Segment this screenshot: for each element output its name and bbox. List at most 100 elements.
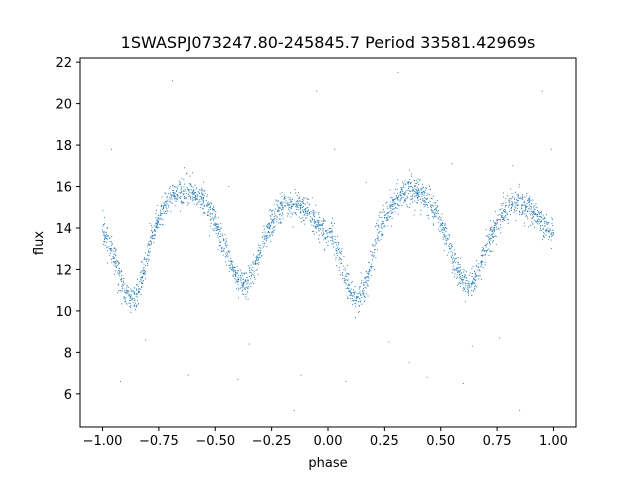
- data-point: [351, 297, 353, 300]
- data-point: [303, 219, 305, 221]
- data-point: [450, 244, 452, 246]
- data-point: [419, 180, 421, 182]
- data-point: [326, 230, 328, 232]
- data-point: [145, 252, 147, 254]
- data-point: [529, 196, 531, 198]
- data-point: [136, 300, 139, 302]
- data-point: [481, 263, 483, 266]
- data-point: [296, 194, 298, 196]
- data-point: [242, 293, 244, 295]
- data-point: [470, 283, 472, 285]
- data-point: [203, 204, 205, 206]
- data-point: [319, 216, 321, 218]
- data-point: [551, 235, 553, 237]
- data-point: [498, 219, 500, 221]
- data-point: [254, 278, 256, 280]
- data-point: [201, 203, 203, 205]
- data-point: [317, 227, 320, 229]
- data-point: [471, 267, 473, 270]
- data-point: [115, 270, 117, 272]
- data-point: [302, 199, 304, 201]
- data-point: [542, 229, 544, 231]
- data-point: [339, 251, 341, 253]
- data-point: [412, 188, 414, 190]
- data-point: [478, 263, 480, 265]
- data-point: [323, 233, 325, 235]
- data-point: [306, 217, 308, 219]
- data-point: [244, 281, 246, 283]
- data-point: [338, 243, 340, 245]
- data-point: [548, 230, 550, 232]
- data-point: [511, 192, 513, 194]
- data-point: [400, 187, 402, 189]
- data-point: [514, 197, 516, 199]
- data-point: [417, 178, 419, 180]
- data-point: [134, 299, 136, 301]
- data-point: [525, 215, 527, 217]
- data-point: [229, 260, 231, 262]
- data-point: [106, 235, 108, 237]
- data-point: [247, 292, 249, 294]
- data-point: [187, 189, 189, 191]
- y-tick-label: 6: [64, 388, 72, 403]
- data-point: [307, 210, 309, 212]
- data-point: [208, 207, 211, 209]
- data-point: [264, 231, 266, 233]
- data-point: [279, 203, 282, 205]
- data-point: [474, 289, 476, 291]
- data-point: [417, 196, 420, 198]
- data-point: [228, 260, 230, 262]
- data-point: [494, 228, 496, 230]
- data-point: [361, 303, 363, 305]
- data-point: [464, 283, 466, 285]
- data-point: [435, 209, 437, 211]
- data-point: [457, 268, 459, 270]
- data-point: [392, 199, 395, 201]
- data-point: [440, 219, 443, 221]
- data-point: [367, 295, 369, 297]
- data-point: [295, 204, 297, 206]
- data-point: [357, 301, 360, 303]
- data-point: [551, 217, 553, 219]
- data-point: [460, 276, 462, 278]
- data-point: [274, 218, 276, 220]
- data-point: [352, 289, 354, 291]
- data-point: [196, 204, 198, 206]
- data-point: [165, 202, 167, 204]
- data-point: [274, 211, 276, 213]
- data-point: [543, 236, 545, 238]
- data-point: [421, 192, 423, 194]
- data-point: [276, 218, 278, 220]
- data-point: [533, 205, 535, 207]
- data-point: [416, 198, 419, 200]
- data-point: [543, 233, 545, 235]
- data-point: [297, 204, 299, 206]
- data-point: [189, 183, 191, 185]
- data-point: [304, 211, 307, 213]
- data-point: [473, 270, 476, 273]
- data-point: [123, 278, 125, 280]
- data-point: [473, 278, 475, 280]
- data-point: [415, 192, 417, 194]
- data-point: [427, 204, 429, 206]
- data-point: [361, 293, 363, 295]
- data-point: [404, 192, 406, 194]
- data-point: [126, 303, 128, 305]
- data-point: [257, 257, 259, 259]
- data-point: [275, 215, 277, 217]
- data-point: [177, 188, 179, 190]
- data-point: [392, 212, 394, 214]
- data-point: [498, 228, 500, 230]
- data-point: [362, 294, 364, 296]
- data-point: [115, 266, 117, 268]
- data-point: [112, 243, 114, 245]
- data-point: [226, 237, 228, 240]
- data-point: [112, 257, 114, 259]
- data-point: [485, 250, 487, 252]
- data-point: [271, 209, 273, 212]
- data-point: [217, 248, 219, 250]
- data-point: [414, 182, 416, 184]
- data-point: [482, 246, 484, 248]
- data-point: [473, 283, 475, 285]
- data-point: [515, 207, 517, 209]
